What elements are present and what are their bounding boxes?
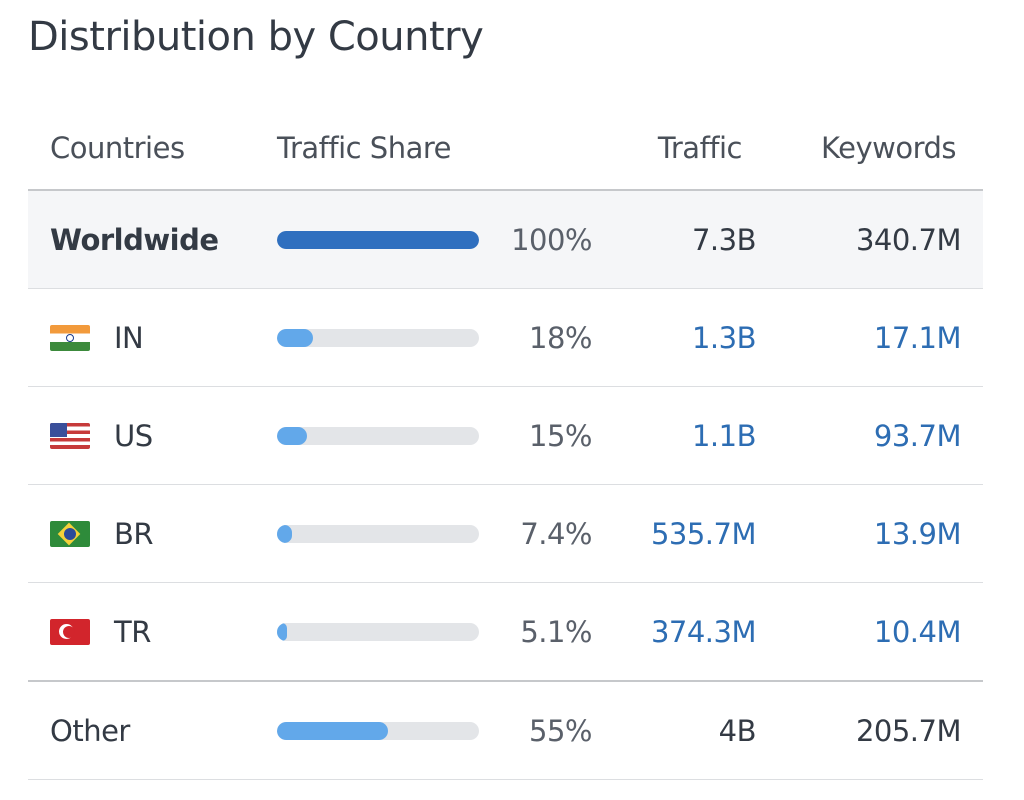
country-cell: Worldwide — [50, 223, 219, 257]
keywords-link[interactable]: 13.9M — [873, 516, 962, 551]
country-label: IN — [114, 320, 144, 355]
traffic-link[interactable]: 374.3M — [650, 614, 757, 649]
traffic-share-bar-fill — [277, 622, 288, 641]
table-row-us: US 15% 1.1B 93.7M — [28, 387, 983, 485]
keywords-link[interactable]: 93.7M — [873, 418, 962, 453]
country-cell: IN — [50, 320, 144, 355]
keywords-value: 205.7M — [855, 713, 962, 748]
country-label: Other — [50, 713, 130, 748]
column-header-traffic: Traffic — [657, 131, 743, 165]
column-header-traffic-share: Traffic Share — [277, 131, 451, 165]
country-cell: BR — [50, 516, 154, 551]
table-row-br: BR 7.4% 535.7M 13.9M — [28, 485, 983, 583]
traffic-value: 7.3B — [691, 222, 757, 257]
table-row-tr: TR 5.1% 374.3M 10.4M — [28, 583, 983, 681]
table-row-worldwide: Worldwide 100% 7.3B 340.7M — [28, 191, 983, 289]
traffic-share-bar — [277, 622, 479, 641]
traffic-share-bar-fill — [277, 426, 308, 445]
traffic-share-percent: 15% — [529, 418, 592, 453]
india-flag-icon — [50, 324, 90, 351]
country-cell: Other — [50, 714, 130, 748]
turkey-flag-icon — [50, 618, 90, 645]
traffic-share-bar — [277, 328, 479, 347]
traffic-link[interactable]: 1.3B — [691, 320, 757, 355]
keywords-value: 340.7M — [855, 222, 962, 257]
widget-title: Distribution by Country — [28, 14, 484, 60]
country-cell: US — [50, 419, 153, 453]
traffic-share-bar — [277, 721, 479, 740]
traffic-share-bar — [277, 426, 479, 445]
traffic-share-percent: 18% — [529, 320, 592, 355]
traffic-share-bar — [277, 230, 479, 249]
country-distribution-table: Countries Traffic Share Traffic Keywords… — [28, 100, 983, 780]
traffic-share-bar-fill — [277, 230, 479, 249]
traffic-share-percent: 55% — [529, 713, 592, 748]
traffic-value: 4B — [718, 713, 757, 748]
country-cell: TR — [50, 615, 151, 649]
traffic-share-bar — [277, 524, 479, 543]
us-flag-icon — [50, 422, 90, 449]
table-header: Countries Traffic Share Traffic Keywords — [28, 100, 983, 191]
traffic-share-bar-fill — [277, 524, 292, 543]
column-header-countries: Countries — [50, 131, 185, 165]
brazil-flag-icon — [50, 520, 90, 547]
column-header-keywords: Keywords — [821, 131, 956, 165]
traffic-link[interactable]: 535.7M — [650, 516, 757, 551]
traffic-share-percent: 7.4% — [520, 516, 592, 551]
country-label: BR — [114, 516, 154, 551]
traffic-share-percent: 100% — [511, 222, 592, 257]
table-row-in: IN 18% 1.3B 17.1M — [28, 289, 983, 387]
traffic-link[interactable]: 1.1B — [691, 418, 757, 453]
keywords-link[interactable]: 10.4M — [873, 614, 962, 649]
country-label: TR — [114, 614, 151, 649]
country-label: US — [114, 418, 153, 453]
traffic-share-percent: 5.1% — [520, 614, 592, 649]
country-label: Worldwide — [50, 222, 219, 257]
traffic-share-bar-fill — [277, 721, 389, 740]
table-row-other: Other 55% 4B 205.7M — [28, 680, 983, 780]
keywords-link[interactable]: 17.1M — [873, 320, 962, 355]
traffic-share-bar-fill — [277, 328, 314, 347]
